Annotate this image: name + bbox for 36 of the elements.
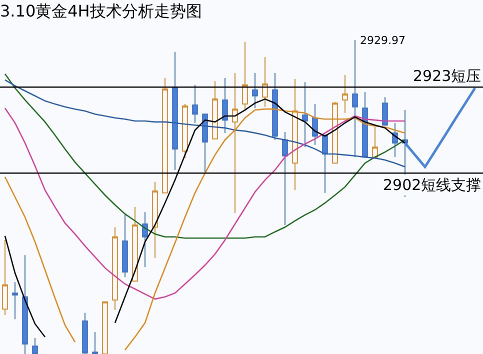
candlestick bbox=[142, 212, 148, 268]
candlestick bbox=[332, 101, 338, 164]
candlestick bbox=[202, 114, 208, 172]
candlestick bbox=[182, 104, 188, 159]
candlestick bbox=[132, 206, 138, 282]
candlestick bbox=[262, 56, 268, 108]
candlestick bbox=[82, 312, 88, 354]
candlestick bbox=[322, 134, 328, 194]
candlestick bbox=[342, 74, 348, 114]
candlestick bbox=[272, 72, 278, 140]
candlestick bbox=[192, 84, 198, 124]
candlestick bbox=[352, 40, 358, 158]
candlestick bbox=[172, 51, 178, 170]
candlestick bbox=[122, 214, 128, 278]
candlestick bbox=[372, 126, 378, 158]
ref-line-label: 2902短线支撑 bbox=[383, 176, 482, 194]
candlestick bbox=[212, 80, 218, 140]
chart-title: 3.10黄金4H技术分析走势图 bbox=[0, 2, 202, 21]
candlestick bbox=[282, 132, 288, 226]
ref-line-label: 2923短压 bbox=[413, 67, 482, 85]
candlestick bbox=[252, 72, 258, 109]
candlestick bbox=[112, 226, 118, 311]
candlestick bbox=[292, 78, 298, 191]
candlestick bbox=[12, 282, 18, 320]
candlestick bbox=[302, 82, 308, 148]
candlestick bbox=[232, 72, 238, 214]
candlestick bbox=[32, 337, 38, 354]
candlestick bbox=[222, 77, 228, 134]
candlestick bbox=[312, 104, 318, 146]
candlestick bbox=[92, 332, 98, 354]
annotation: 2929.97 bbox=[360, 34, 406, 47]
candlestick bbox=[242, 41, 248, 111]
candlestick bbox=[162, 77, 168, 194]
candlestick bbox=[152, 181, 158, 258]
candlestick bbox=[382, 96, 388, 126]
candlestick bbox=[22, 254, 28, 354]
